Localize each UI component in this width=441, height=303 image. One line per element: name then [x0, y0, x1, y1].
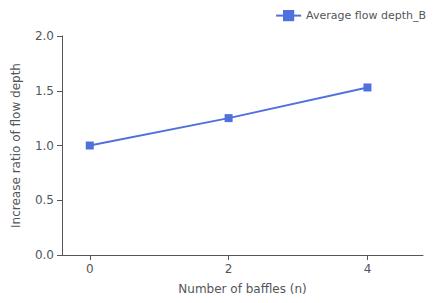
svg-text:4: 4: [364, 262, 372, 276]
svg-text:0.5: 0.5: [35, 193, 54, 207]
svg-text:Number of baffles (n): Number of baffles (n): [178, 282, 306, 296]
svg-text:Increase ratio of flow depth: Increase ratio of flow depth: [9, 63, 23, 228]
svg-text:1.5: 1.5: [35, 84, 54, 98]
svg-text:0: 0: [86, 262, 94, 276]
svg-text:Average flow depth_B: Average flow depth_B: [306, 9, 426, 22]
svg-text:2: 2: [225, 262, 233, 276]
svg-text:2.0: 2.0: [35, 29, 54, 43]
svg-text:0.0: 0.0: [35, 248, 54, 262]
svg-text:1.0: 1.0: [35, 139, 54, 153]
